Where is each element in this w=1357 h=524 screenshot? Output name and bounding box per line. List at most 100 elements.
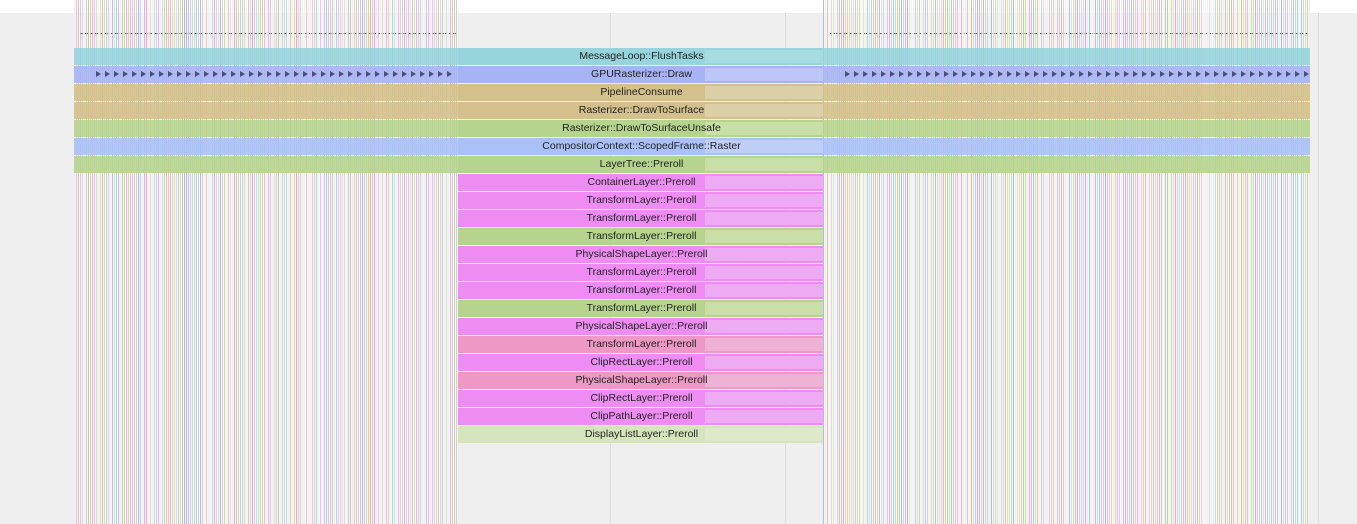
collapsed-arrow-icon[interactable] — [998, 71, 1003, 77]
collapsed-arrow-icon[interactable] — [1097, 71, 1102, 77]
stripe-slice — [190, 0, 191, 524]
collapsed-arrow-icon[interactable] — [1187, 71, 1192, 77]
collapsed-arrow-icon[interactable] — [402, 71, 407, 77]
collapsed-arrow-icon[interactable] — [1124, 71, 1129, 77]
stripe-gap — [969, 0, 970, 524]
collapsed-arrow-icon[interactable] — [989, 71, 994, 77]
collapsed-arrow-icon[interactable] — [330, 71, 335, 77]
collapsed-arrow-icon[interactable] — [429, 71, 434, 77]
collapsed-arrow-icon[interactable] — [1214, 71, 1219, 77]
collapsed-arrow-icon[interactable] — [168, 71, 173, 77]
collapsed-arrow-icon[interactable] — [249, 71, 254, 77]
collapsed-arrow-icon[interactable] — [1295, 71, 1300, 77]
collapsed-arrow-icon[interactable] — [375, 71, 380, 77]
collapsed-arrow-icon[interactable] — [438, 71, 443, 77]
collapsed-arrow-icon[interactable] — [339, 71, 344, 77]
collapsed-arrow-icon[interactable] — [1169, 71, 1174, 77]
collapsed-arrow-icon[interactable] — [1070, 71, 1075, 77]
collapsed-arrow-icon[interactable] — [1034, 71, 1039, 77]
collapsed-arrow-icon[interactable] — [1088, 71, 1093, 77]
collapsed-arrow-icon[interactable] — [303, 71, 308, 77]
collapsed-arrow-icon[interactable] — [1277, 71, 1282, 77]
collapsed-arrow-icon[interactable] — [890, 71, 895, 77]
collapsed-arrow-icon[interactable] — [114, 71, 119, 77]
collapsed-arrow-icon[interactable] — [141, 71, 146, 77]
collapsed-arrow-icon[interactable] — [1250, 71, 1255, 77]
collapsed-arrow-icon[interactable] — [899, 71, 904, 77]
collapsed-arrow-icon[interactable] — [393, 71, 398, 77]
collapsed-arrow-icon[interactable] — [1268, 71, 1273, 77]
collapsed-arrow-icon[interactable] — [213, 71, 218, 77]
collapsed-arrow-icon[interactable] — [1106, 71, 1111, 77]
collapsed-arrow-icon[interactable] — [1052, 71, 1057, 77]
collapsed-arrow-icon[interactable] — [908, 71, 913, 77]
collapsed-arrow-icon[interactable] — [1178, 71, 1183, 77]
collapsed-arrow-icon[interactable] — [132, 71, 137, 77]
collapsed-arrow-icon[interactable] — [1007, 71, 1012, 77]
collapsed-arrow-icon[interactable] — [1286, 71, 1291, 77]
collapsed-arrow-icon[interactable] — [1016, 71, 1021, 77]
collapsed-arrow-icon[interactable] — [935, 71, 940, 77]
stripe-gap — [1213, 0, 1214, 524]
collapsed-arrow-icon[interactable] — [312, 71, 317, 77]
collapsed-arrow-icon[interactable] — [177, 71, 182, 77]
collapsed-arrow-icon[interactable] — [971, 71, 976, 77]
collapsed-arrow-icon[interactable] — [366, 71, 371, 77]
collapsed-arrow-icon[interactable] — [294, 71, 299, 77]
collapsed-arrow-icon[interactable] — [411, 71, 416, 77]
collapsed-arrow-icon[interactable] — [447, 71, 452, 77]
stripe-slice — [426, 0, 427, 524]
collapsed-arrow-icon[interactable] — [1115, 71, 1120, 77]
collapsed-arrow-icon[interactable] — [222, 71, 227, 77]
collapsed-arrow-icon[interactable] — [258, 71, 263, 77]
collapsed-arrow-icon[interactable] — [240, 71, 245, 77]
collapsed-arrow-icon[interactable] — [231, 71, 236, 77]
collapsed-arrow-icon[interactable] — [953, 71, 958, 77]
stripe-slice — [1007, 0, 1008, 524]
collapsed-arrow-icon[interactable] — [845, 71, 850, 77]
collapsed-arrow-icon[interactable] — [1151, 71, 1156, 77]
collapsed-arrow-icon[interactable] — [1079, 71, 1084, 77]
collapsed-arrow-icon[interactable] — [1160, 71, 1165, 77]
collapsed-arrow-icon[interactable] — [285, 71, 290, 77]
collapsed-arrow-icon[interactable] — [123, 71, 128, 77]
collapsed-arrow-icon[interactable] — [881, 71, 886, 77]
collapsed-arrow-icon[interactable] — [1223, 71, 1228, 77]
collapsed-arrow-icon[interactable] — [854, 71, 859, 77]
collapsed-arrow-icon[interactable] — [96, 71, 101, 77]
collapsed-arrow-icon[interactable] — [195, 71, 200, 77]
collapsed-arrow-icon[interactable] — [357, 71, 362, 77]
collapsed-arrow-icon[interactable] — [944, 71, 949, 77]
collapsed-arrow-icon[interactable] — [204, 71, 209, 77]
stripe-slice — [1035, 0, 1036, 524]
collapsed-arrow-icon[interactable] — [267, 71, 272, 77]
collapsed-arrow-icon[interactable] — [105, 71, 110, 77]
collapsed-arrow-icon[interactable] — [980, 71, 985, 77]
collapsed-arrow-icon[interactable] — [1232, 71, 1237, 77]
collapsed-arrow-icon[interactable] — [186, 71, 191, 77]
collapsed-arrow-icon[interactable] — [159, 71, 164, 77]
collapsed-arrow-icon[interactable] — [1205, 71, 1210, 77]
collapsed-arrow-icon[interactable] — [1304, 71, 1309, 77]
collapsed-arrow-icon[interactable] — [348, 71, 353, 77]
collapsed-arrow-icon[interactable] — [1196, 71, 1201, 77]
collapsed-arrow-icon[interactable] — [917, 71, 922, 77]
collapsed-arrow-icon[interactable] — [1259, 71, 1264, 77]
collapsed-arrow-icon[interactable] — [1025, 71, 1030, 77]
collapsed-arrow-icon[interactable] — [420, 71, 425, 77]
collapsed-arrow-icon[interactable] — [926, 71, 931, 77]
collapsed-arrow-icon[interactable] — [150, 71, 155, 77]
collapsed-arrow-icon[interactable] — [1061, 71, 1066, 77]
collapsed-arrow-icon[interactable] — [384, 71, 389, 77]
collapsed-arrow-icon[interactable] — [321, 71, 326, 77]
collapsed-arrow-icon[interactable] — [863, 71, 868, 77]
collapsed-arrow-icon[interactable] — [1142, 71, 1147, 77]
collapsed-arrow-icon[interactable] — [1241, 71, 1246, 77]
stripe-slice — [328, 0, 329, 524]
collapsed-arrow-icon[interactable] — [1133, 71, 1138, 77]
collapsed-arrow-icon[interactable] — [872, 71, 877, 77]
collapsed-arrow-icon[interactable] — [962, 71, 967, 77]
collapsed-arrow-icon[interactable] — [276, 71, 281, 77]
collapsed-arrow-icon[interactable] — [1043, 71, 1048, 77]
